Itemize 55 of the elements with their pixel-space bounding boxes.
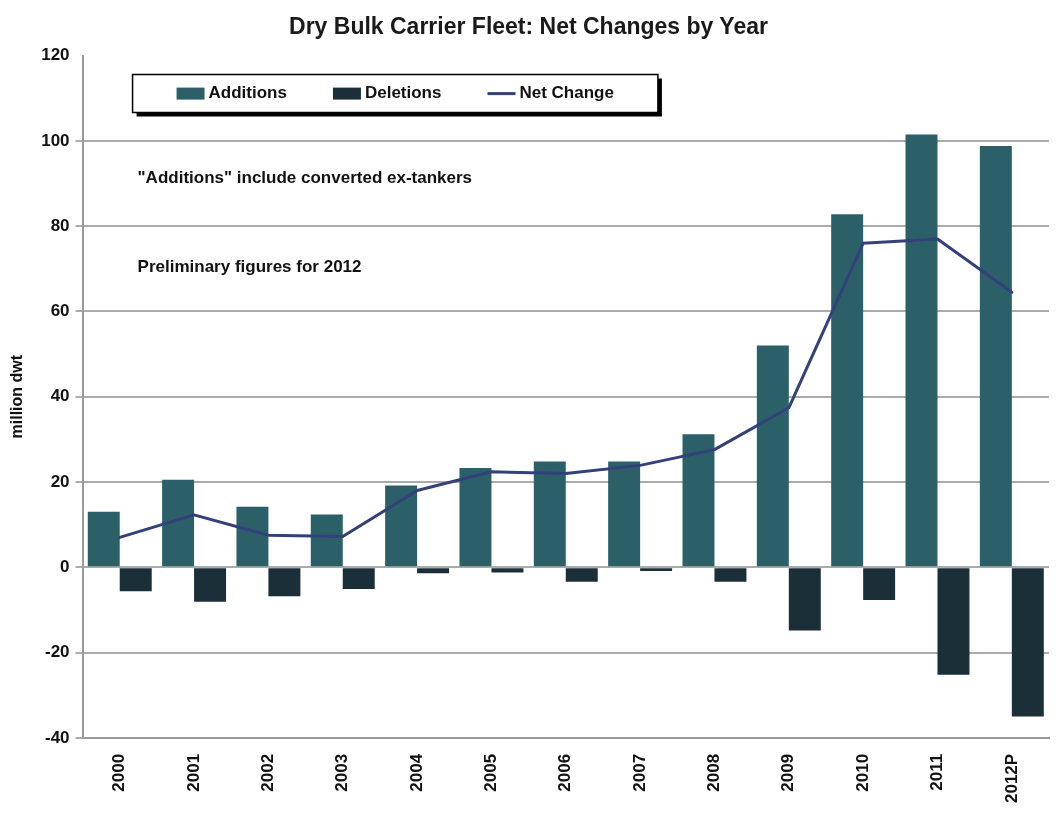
bar	[608, 461, 641, 567]
bar	[533, 461, 566, 567]
x-tick-label: 2003	[332, 753, 352, 792]
x-tick-label: 2010	[852, 753, 872, 792]
legend-label: Additions	[208, 83, 287, 103]
bar	[979, 146, 1012, 567]
y-tick-label: 80	[50, 215, 70, 235]
legend-label: Deletions	[364, 83, 442, 103]
chart-title: Dry Bulk Carrier Fleet: Net Changes by Year	[289, 13, 768, 40]
bar	[385, 485, 418, 567]
x-tick-label: 2011	[927, 753, 947, 791]
bar	[682, 434, 715, 567]
x-tick-label: 2007	[629, 753, 649, 792]
bar	[640, 568, 673, 572]
annotation: "Additions" include converted ex-tankers	[137, 168, 473, 188]
y-tick-label: -20	[44, 642, 70, 662]
bar	[119, 568, 152, 592]
bar	[937, 568, 970, 675]
bar	[310, 514, 343, 567]
bar	[162, 479, 195, 567]
x-tick-label: 2008	[704, 753, 724, 792]
bar	[863, 568, 896, 601]
x-tick-label: 2002	[258, 753, 278, 792]
y-tick-label: -40	[44, 727, 70, 747]
bar	[905, 134, 938, 567]
x-tick-label: 2012P	[1001, 753, 1021, 804]
bar	[756, 345, 789, 567]
bar	[565, 568, 598, 582]
bar	[268, 568, 301, 597]
x-tick-label: 2000	[109, 753, 129, 792]
y-tick-label: 120	[41, 45, 70, 65]
bar	[236, 506, 269, 567]
bar	[491, 568, 524, 573]
bar	[788, 568, 821, 631]
legend-label: Net Change	[519, 83, 614, 103]
y-tick-label: 40	[50, 386, 70, 406]
x-tick-label: 2005	[481, 753, 501, 792]
x-tick-label: 2006	[555, 753, 575, 792]
bar	[459, 467, 492, 567]
y-tick-label: 100	[41, 130, 70, 150]
x-tick-label: 2009	[778, 753, 798, 792]
bar	[87, 511, 120, 567]
annotation: Preliminary figures for 2012	[137, 257, 362, 277]
bar	[1011, 568, 1044, 717]
bar	[831, 214, 864, 567]
y-tick-label: 60	[50, 301, 70, 321]
y-tick-label: 0	[60, 556, 70, 576]
bar	[194, 568, 227, 602]
y-tick-label: 20	[50, 471, 70, 491]
y-axis-title: million dwt	[8, 354, 26, 439]
bar	[714, 568, 747, 582]
x-tick-label: 2004	[406, 753, 426, 792]
bar	[417, 568, 450, 574]
x-tick-label: 2001	[183, 753, 203, 792]
bar	[342, 568, 375, 590]
